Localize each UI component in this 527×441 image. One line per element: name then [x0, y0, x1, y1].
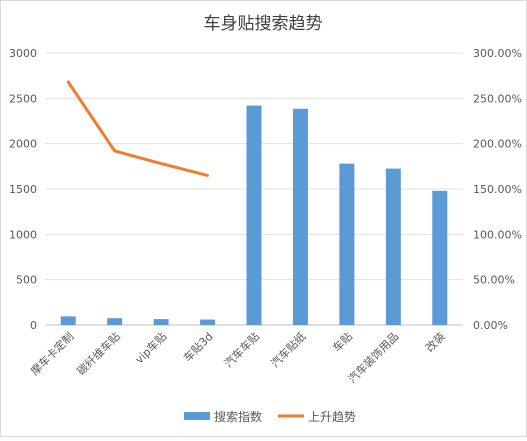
- trend-line: [66, 80, 210, 177]
- y-axis-left-ticks: 0 500 1000 1500 2000 2500 3000: [9, 47, 37, 332]
- y-right-tick-label: 50.00%: [473, 274, 515, 287]
- legend-swatch-bar: [184, 412, 210, 420]
- y-right-tick-label: 100.00%: [473, 228, 522, 241]
- bar: [432, 190, 448, 325]
- y-right-tick-label: 200.00%: [473, 138, 522, 151]
- legend: 搜索指数 上升趋势: [184, 409, 356, 424]
- bar: [385, 168, 401, 325]
- x-tick-label: 汽车贴纸: [268, 329, 309, 370]
- y-left-tick-label: 500: [16, 274, 37, 287]
- y-right-tick-label: 300.00%: [473, 47, 522, 60]
- x-tick-label: 车贴: [330, 329, 355, 354]
- bar-series: [60, 105, 448, 325]
- y-right-tick-label: 150.00%: [473, 183, 522, 196]
- y-right-tick-label: 250.00%: [473, 92, 522, 105]
- y-left-tick-label: 1500: [9, 183, 37, 196]
- y-left-tick-label: 2500: [9, 92, 37, 105]
- x-tick-label: 摩车卡定制: [28, 329, 77, 378]
- x-tick-label: 汽车车贴: [221, 329, 262, 370]
- bar: [153, 319, 169, 325]
- bar: [107, 318, 123, 325]
- bar: [200, 319, 216, 325]
- y-right-tick-label: 0.00%: [473, 319, 508, 332]
- line-series: [66, 80, 210, 177]
- bar: [60, 316, 76, 325]
- legend-label-line: 上升趋势: [308, 410, 356, 424]
- x-tick-label: 碳纤维车贴: [74, 329, 123, 378]
- bar: [339, 163, 355, 325]
- bar: [246, 105, 262, 325]
- y-left-tick-label: 3000: [9, 47, 37, 60]
- legend-label-bar: 搜索指数: [214, 409, 262, 424]
- x-tick-label: vip车贴: [132, 329, 169, 366]
- y-left-tick-label: 2000: [9, 138, 37, 151]
- y-left-tick-label: 1000: [9, 228, 37, 241]
- y-left-tick-label: 0: [30, 319, 37, 332]
- chart-title: 车身贴搜索趋势: [204, 14, 323, 34]
- x-tick-label: 改装: [422, 329, 447, 354]
- y-axis-right-ticks: 0.00% 50.00% 100.00% 150.00% 200.00% 250.00% 3…: [473, 47, 522, 332]
- x-tick-label: 车贴3d: [180, 329, 215, 364]
- bar: [292, 108, 308, 325]
